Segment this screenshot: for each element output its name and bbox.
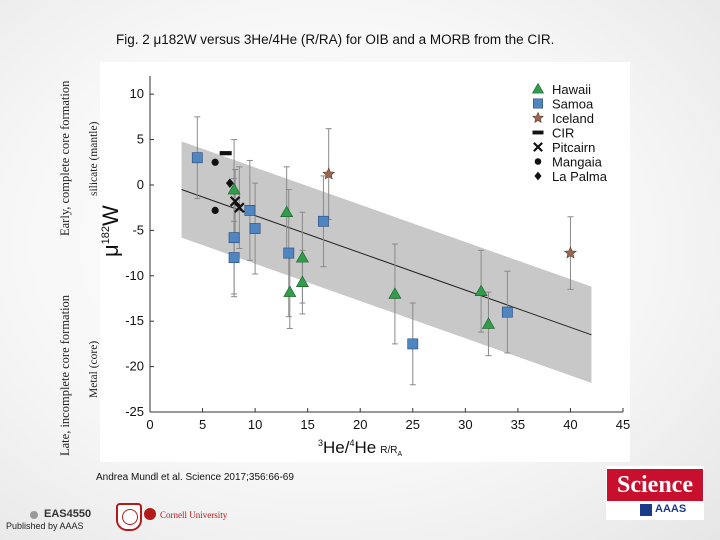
slide-title: Fig. 2 μ182W versus 3He/4He (R/RA) for O…	[116, 32, 555, 47]
y-tick-label: -25	[125, 404, 144, 419]
y-tick-label: 0	[137, 177, 144, 192]
iceland-point	[322, 167, 336, 180]
samoa-point	[283, 247, 295, 259]
x-tick-label: 20	[353, 417, 367, 432]
x-tick-label: 35	[511, 417, 525, 432]
aaas-logo: AAAS	[655, 503, 687, 515]
cir-point	[219, 151, 232, 156]
samoa-point	[228, 232, 240, 244]
metal-core-label: Metal (core)	[88, 340, 100, 398]
legend-hawaii-label: Hawaii	[552, 82, 591, 97]
pitcairn-point	[229, 196, 241, 207]
course-label: EAS4550	[44, 508, 92, 520]
x-tick-label: 10	[248, 417, 262, 432]
y-tick-label: -5	[132, 222, 144, 237]
iceland-point	[563, 246, 577, 259]
y-tick-label: 5	[137, 132, 144, 147]
mangaia-point	[211, 158, 219, 166]
hawaii-point	[280, 205, 294, 218]
legend-samoa-marker	[533, 98, 543, 109]
samoa-point	[191, 152, 203, 164]
course-bullet-icon	[30, 511, 38, 519]
legend-hawaii-marker	[531, 82, 545, 94]
mangaia-point	[211, 206, 219, 214]
legend-cir-marker	[532, 130, 544, 135]
legend-mangaia-label: Mangaia	[552, 155, 603, 170]
x-tick-label: 0	[146, 417, 153, 432]
cornell-wordmark: Cornell University	[160, 510, 228, 520]
citation: Andrea Mundl et al. Science 2017;356:66-…	[96, 472, 294, 483]
hawaii-point	[474, 284, 488, 297]
samoa-point	[318, 215, 329, 227]
legend-pitcairn-marker	[533, 142, 543, 152]
x-tick-label: 30	[458, 417, 472, 432]
samoa-point	[501, 306, 513, 318]
x-axis-label: 3He/4He R/RA	[318, 438, 402, 458]
y-tick-label: -20	[125, 359, 144, 374]
cornell-seal-icon	[116, 503, 142, 531]
hawaii-point	[295, 251, 309, 263]
pitcairn-point	[234, 202, 245, 213]
scatter-chart: 0 5 10 15 20 25 30 35 40 45 -25 -20 -15 -10 -5 0 5 10 Haw…	[100, 62, 630, 462]
x-tick-label: 45	[616, 417, 630, 432]
hawaii-point	[227, 182, 241, 195]
legend-mangaia-marker	[534, 158, 542, 165]
legend-iceland-marker	[532, 111, 544, 124]
hawaii-point	[295, 275, 309, 287]
y-tick-label: -15	[125, 313, 144, 328]
hawaii-point	[283, 285, 297, 297]
samoa-point	[407, 338, 419, 350]
cornell-logo-icon	[144, 508, 156, 520]
early-core-label: Early, complete core formation	[58, 80, 72, 236]
legend-iceland-label: Iceland	[552, 111, 594, 126]
samoa-point	[244, 205, 256, 216]
hawaii-point	[388, 287, 402, 299]
silicate-mantle-label: silicate (mantle)	[88, 121, 100, 196]
aaas-mark-icon	[640, 504, 652, 516]
legend-cir-label: CIR	[552, 126, 574, 141]
late-core-label: Late, incomplete core formation	[58, 294, 72, 456]
legend-la-palma-marker	[534, 171, 542, 181]
legend-la-palma-label: La Palma	[552, 169, 608, 184]
y-tick-label: -10	[125, 268, 144, 283]
samoa-point	[228, 252, 240, 264]
y-tick-label: 10	[130, 86, 144, 101]
x-tick-label: 40	[563, 417, 577, 432]
samoa-point	[249, 223, 261, 234]
published-by: Published by AAAS	[6, 521, 84, 531]
science-logo: Science	[607, 469, 703, 501]
x-tick-label: 25	[406, 417, 420, 432]
x-tick-label: 5	[199, 417, 206, 432]
legend-samoa-label: Samoa	[552, 97, 594, 112]
legend-pitcairn-label: Pitcairn	[552, 140, 595, 155]
x-tick-label: 15	[300, 417, 314, 432]
hawaii-point	[481, 317, 495, 329]
